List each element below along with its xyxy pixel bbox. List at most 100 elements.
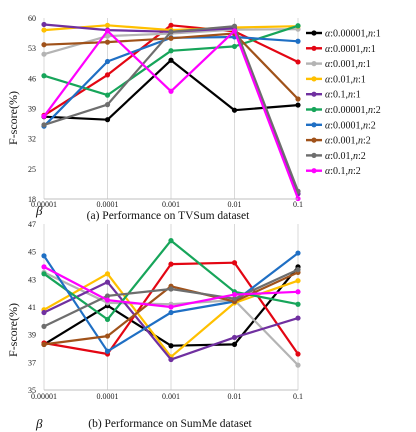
summe-beta-symbol: β [35,416,43,431]
summe-y-tick-label: 47 [28,220,36,229]
summe-data-point [168,309,174,316]
tvsum-data-point [104,72,111,78]
tvsum-data-point [168,88,174,94]
summe-data-point [104,316,111,323]
summe-series [41,238,301,368]
legend-label-6: α:0.00001,n:2 [325,105,381,116]
tvsum-y-axis-label: F-score(%) [6,91,20,145]
summe-x-tick-label: 0.001 [162,392,180,401]
tvsum-chart: 18 25 32 39 46 53 60 0.00001 0.0001 0.001 0.01 0.1… [6,14,303,222]
legend-marker-5 [311,91,317,97]
tvsum-y-tick-label: 39 [28,105,36,114]
summe-y-tick-label: 41 [28,303,36,312]
legend-marker-3 [311,61,317,67]
tvsum-x-tick-label: 0.1 [293,200,303,209]
summe-data-point [41,271,47,277]
tvsum-data-point [231,107,238,113]
tvsum-data-point [104,58,111,65]
summe-data-point [295,250,301,256]
legend: α:0.00001,n:1 α:0.0001,n:1 α:0.001,n:1 α:0.… [306,29,381,177]
tvsum-x-tick-label: 0.0001 [97,200,119,209]
summe-caption: (b) Performance on SumMe dataset [88,418,252,430]
summe-x-tick-label: 0.00001 [31,392,57,401]
legend-label-8: α:0.001,n:2 [325,136,371,147]
summe-data-point [295,315,301,321]
summe-x-tick-label: 0.01 [228,392,242,401]
tvsum-y-tick-label: 18 [28,195,36,204]
tvsum-data-point [231,43,238,50]
summe-data-point [231,334,238,341]
tvsum-data-point [168,57,174,63]
summe-data-point [231,260,238,266]
summe-data-point [104,348,111,354]
legend-marker-6 [311,106,317,113]
tvsum-data-point [295,38,301,44]
summe-data-point [231,341,238,347]
legend-marker-7 [311,122,317,128]
summe-data-point [295,289,301,295]
summe-x-tick-label: 0.1 [293,392,303,401]
tvsum-series [41,21,301,202]
tvsum-data-point [168,48,174,54]
summe-y-tick-label: 45 [28,248,36,257]
tvsum-x-ticks: 0.00001 0.0001 0.001 0.01 0.1 [31,200,303,209]
tvsum-data-point [231,28,238,34]
summe-data-point [231,291,238,298]
summe-y-tick-label: 35 [28,386,36,395]
tvsum-data-point [168,22,174,28]
legend-marker-8 [311,137,317,143]
tvsum-y-tick-label: 60 [28,14,36,23]
summe-data-point [295,267,301,273]
summe-data-point [104,333,111,339]
summe-x-tick-label: 0.0001 [97,392,119,401]
tvsum-data-point [41,51,47,57]
tvsum-data-point [104,22,111,28]
summe-y-tick-label: 39 [28,331,36,340]
tvsum-y-tick-label: 46 [28,74,36,83]
tvsum-data-point [168,29,174,35]
summe-data-point [168,238,174,244]
tvsum-caption: (a) Performance on TVSum dataset [87,210,250,222]
summe-data-point [41,264,47,270]
summe-data-point [104,271,111,277]
tvsum-data-point [41,113,47,119]
summe-y-tick-label: 43 [28,275,36,284]
summe-data-point [168,343,174,349]
tvsum-y-tick-label: 53 [28,44,36,53]
summe-data-point [231,296,238,302]
tvsum-data-point [295,96,301,102]
legend-label-2: α:0.0001,n:1 [325,44,376,55]
tvsum-data-point [295,102,301,108]
summe-data-point [41,309,47,316]
summe-data-point [104,279,111,285]
summe-data-point [104,293,111,299]
tvsum-data-point [104,28,111,34]
summe-data-point [168,286,174,292]
tvsum-data-point [104,117,111,123]
tvsum-data-point [104,33,111,39]
legend-label-1: α:0.00001,n:1 [325,29,381,40]
tvsum-x-tick-label: 0.00001 [31,200,57,209]
tvsum-data-point [295,23,301,29]
tvsum-data-point [41,42,47,48]
tvsum-data-point [41,21,47,28]
summe-y-ticks: 35 37 39 41 43 45 47 [28,220,36,395]
legend-marker-9 [311,152,317,158]
summe-data-point [295,351,301,357]
summe-y-tick-label: 37 [28,358,36,367]
tvsum-x-tick-label: 0.01 [228,200,242,209]
summe-data-point [41,341,47,347]
summe-data-point [295,301,301,307]
summe-data-point [168,356,174,363]
legend-marker-1 [311,30,317,36]
tvsum-y-ticks: 18 25 32 39 46 53 60 [28,14,36,204]
summe-data-point [41,253,47,259]
summe-data-point [41,323,47,329]
tvsum-beta-symbol: β [35,203,43,218]
tvsum-y-tick-label: 25 [28,165,36,174]
tvsum-data-point [41,122,47,128]
summe-data-point [295,278,301,284]
tvsum-x-tick-label: 0.001 [162,200,180,209]
tvsum-data-point [41,27,47,33]
